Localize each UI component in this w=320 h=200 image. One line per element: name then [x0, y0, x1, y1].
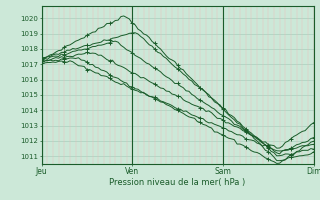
X-axis label: Pression niveau de la mer( hPa ): Pression niveau de la mer( hPa ) [109, 178, 246, 187]
